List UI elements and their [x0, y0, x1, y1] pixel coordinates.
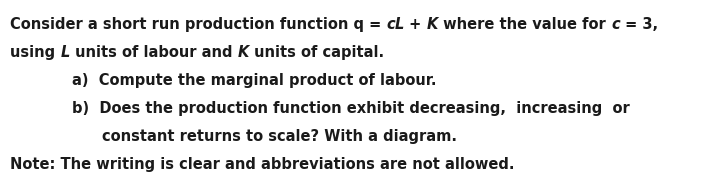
Text: Consider a short run production function q =: Consider a short run production function…	[10, 17, 386, 32]
Text: c: c	[611, 17, 619, 32]
Text: c: c	[386, 17, 395, 32]
Text: L: L	[60, 45, 69, 60]
Text: = 3,: = 3,	[619, 17, 658, 32]
Text: L: L	[395, 17, 404, 32]
Text: units of capital.: units of capital.	[248, 45, 384, 60]
Text: Note: The writing is clear and abbreviations are not allowed.: Note: The writing is clear and abbreviat…	[10, 157, 515, 172]
Text: a)  Compute the marginal product of labour.: a) Compute the marginal product of labou…	[72, 73, 437, 88]
Text: using: using	[10, 45, 60, 60]
Text: constant returns to scale? With a diagram.: constant returns to scale? With a diagra…	[102, 129, 457, 144]
Text: where the value for: where the value for	[438, 17, 611, 32]
Text: b)  Does the production function exhibit decreasing,  increasing  or: b) Does the production function exhibit …	[72, 101, 630, 116]
Text: K: K	[238, 45, 248, 60]
Text: +: +	[404, 17, 427, 32]
Text: units of labour and: units of labour and	[69, 45, 238, 60]
Text: K: K	[427, 17, 438, 32]
